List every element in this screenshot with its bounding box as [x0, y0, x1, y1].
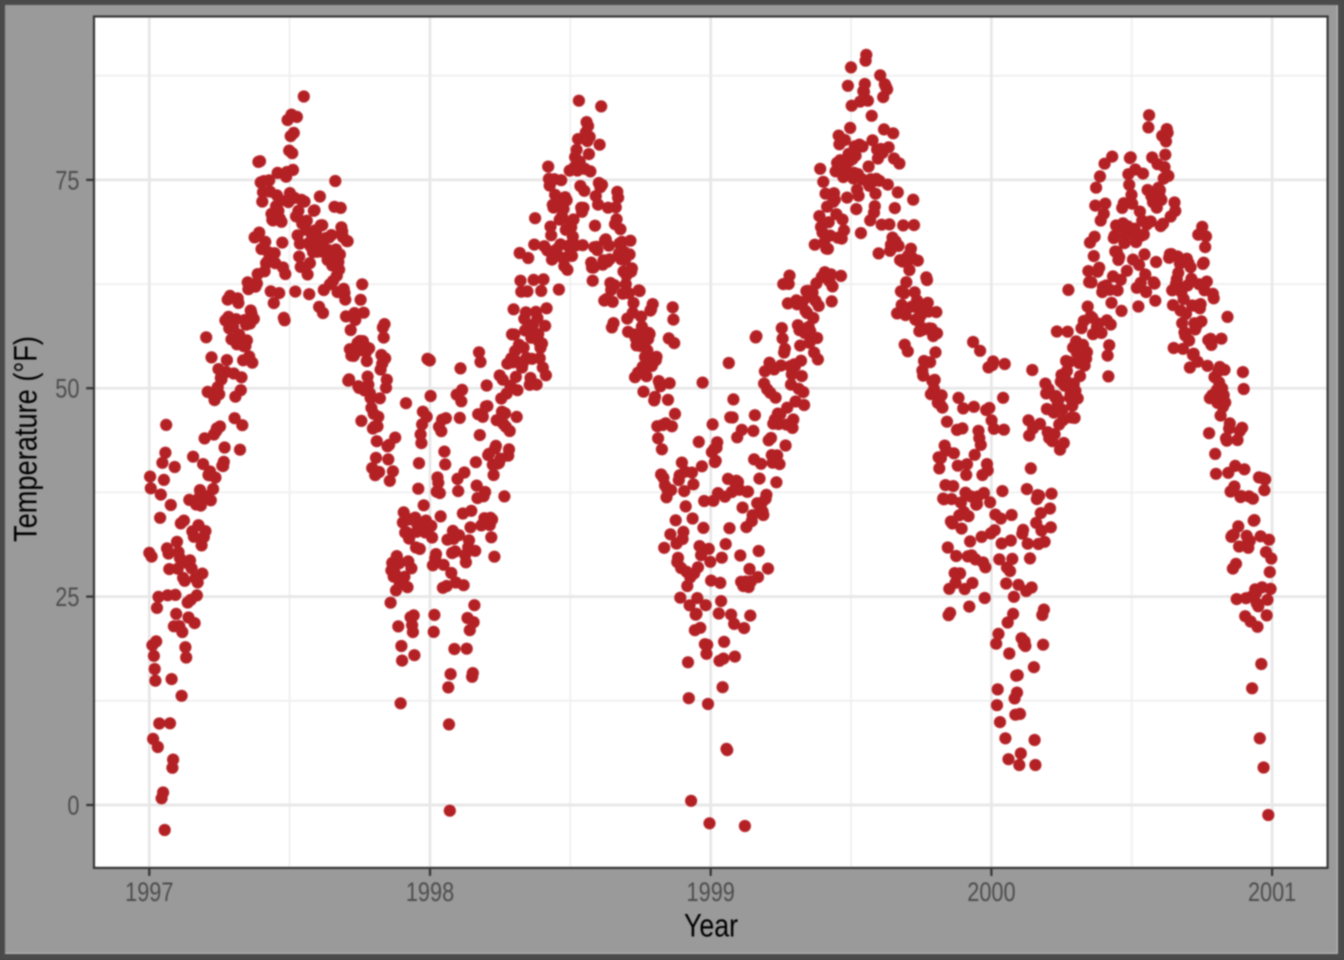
svg-text:1997: 1997 [125, 877, 173, 907]
svg-text:0: 0 [67, 790, 79, 820]
svg-text:1999: 1999 [687, 877, 735, 907]
svg-text:75: 75 [55, 165, 79, 195]
svg-text:2000: 2000 [967, 877, 1015, 907]
svg-text:2001: 2001 [1248, 877, 1296, 907]
svg-text:25: 25 [55, 582, 79, 612]
svg-text:Temperature (°F): Temperature (°F) [8, 336, 44, 542]
svg-text:50: 50 [55, 374, 79, 404]
svg-text:Year: Year [684, 908, 738, 944]
svg-text:1998: 1998 [406, 877, 454, 907]
